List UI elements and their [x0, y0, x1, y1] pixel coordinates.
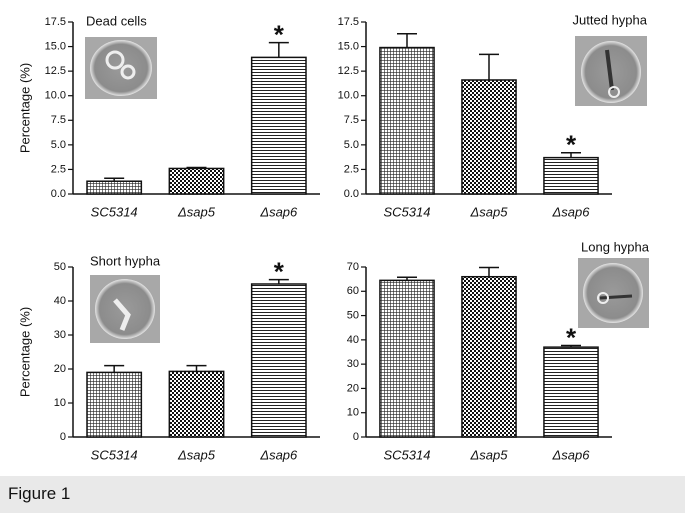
- y-axis-label: Percentage (%): [17, 307, 32, 397]
- significance-marker: *: [566, 130, 577, 160]
- y-tick-label: 20: [54, 363, 66, 375]
- y-tick-label: 12.5: [338, 65, 359, 77]
- x-tick-label: Δsap5: [470, 204, 509, 219]
- y-tick-label: 17.5: [338, 16, 359, 28]
- y-tick-label: 40: [54, 295, 66, 307]
- bar: [86, 371, 143, 438]
- y-tick-label: 15.0: [338, 40, 359, 52]
- bar: [250, 283, 307, 438]
- error-bar: [561, 344, 581, 348]
- y-tick-label: 40: [347, 334, 359, 346]
- x-tick-label: Δsap5: [177, 204, 216, 219]
- error-bar: [186, 166, 207, 169]
- significance-marker: *: [274, 256, 285, 286]
- y-tick-label: 0: [353, 431, 359, 443]
- significance-marker: *: [274, 20, 285, 50]
- micrograph: [85, 37, 157, 99]
- error-bar: [479, 53, 499, 80]
- error-bar: [479, 266, 499, 277]
- y-tick-label: 5.0: [344, 139, 359, 151]
- y-tick-label: 10: [54, 397, 66, 409]
- y-tick-label: 17.5: [45, 16, 66, 28]
- error-bar: [561, 151, 581, 158]
- error-bar: [104, 364, 125, 373]
- panel-title: Long hypha: [581, 239, 650, 254]
- error-bar: [104, 177, 125, 182]
- y-tick-label: 12.5: [45, 65, 66, 77]
- bar: [168, 370, 225, 438]
- figure-caption: Figure 1: [8, 484, 71, 503]
- x-tick-label: Δsap5: [470, 447, 509, 462]
- error-bar: [268, 278, 289, 284]
- y-tick-label: 0.0: [51, 188, 66, 200]
- y-tick-label: 15.0: [45, 40, 66, 52]
- error-bar: [186, 364, 207, 372]
- y-tick-label: 30: [54, 329, 66, 341]
- y-tick-label: 0: [60, 431, 66, 443]
- micrograph: [575, 36, 647, 106]
- significance-marker: *: [566, 322, 577, 352]
- y-tick-label: 30: [347, 358, 359, 370]
- x-tick-label: SC5314: [91, 447, 138, 462]
- error-bar: [268, 41, 289, 58]
- bar: [86, 180, 143, 195]
- y-tick-label: 2.5: [51, 163, 66, 175]
- y-tick-label: 5.0: [51, 139, 66, 151]
- y-tick-label: 50: [347, 309, 359, 321]
- y-tick-label: 10.0: [45, 90, 66, 102]
- panel-title: Short hypha: [90, 253, 161, 268]
- panel-title: Jutted hypha: [573, 12, 648, 27]
- y-tick-label: 7.5: [344, 114, 359, 126]
- y-tick-label: 0.0: [344, 188, 359, 200]
- footer-band: [0, 476, 685, 513]
- bar: [461, 275, 517, 438]
- bar: [250, 56, 307, 195]
- x-tick-label: SC5314: [384, 447, 431, 462]
- x-tick-label: Δsap6: [259, 204, 298, 219]
- error-bar: [397, 276, 417, 281]
- y-tick-label: 60: [347, 285, 359, 297]
- x-tick-label: Δsap6: [259, 447, 298, 462]
- bar: [543, 346, 599, 438]
- error-bar: [397, 33, 417, 48]
- y-tick-label: 2.5: [344, 163, 359, 175]
- y-axis-label: Percentage (%): [17, 63, 32, 153]
- micrograph: [90, 275, 160, 343]
- x-tick-label: SC5314: [384, 204, 431, 219]
- x-tick-label: SC5314: [91, 204, 138, 219]
- y-tick-label: 10: [347, 407, 359, 419]
- y-tick-label: 70: [347, 261, 359, 273]
- y-tick-label: 50: [54, 261, 66, 273]
- bar: [168, 167, 225, 195]
- bar: [543, 156, 599, 195]
- y-tick-label: 20: [347, 382, 359, 394]
- bar: [461, 79, 517, 195]
- y-tick-label: 7.5: [51, 114, 66, 126]
- micrograph: [578, 258, 649, 328]
- panel-title: Dead cells: [86, 13, 147, 28]
- x-tick-label: Δsap6: [552, 447, 591, 462]
- y-tick-label: 10.0: [338, 90, 359, 102]
- x-tick-label: Δsap6: [552, 204, 591, 219]
- chart-grid: 0.0 2.5 5.0 7.5 10.0 12.5 15.0 17.5 Percentage (…: [17, 12, 650, 462]
- bar: [379, 46, 435, 195]
- x-tick-label: Δsap5: [177, 447, 216, 462]
- bar: [379, 279, 435, 438]
